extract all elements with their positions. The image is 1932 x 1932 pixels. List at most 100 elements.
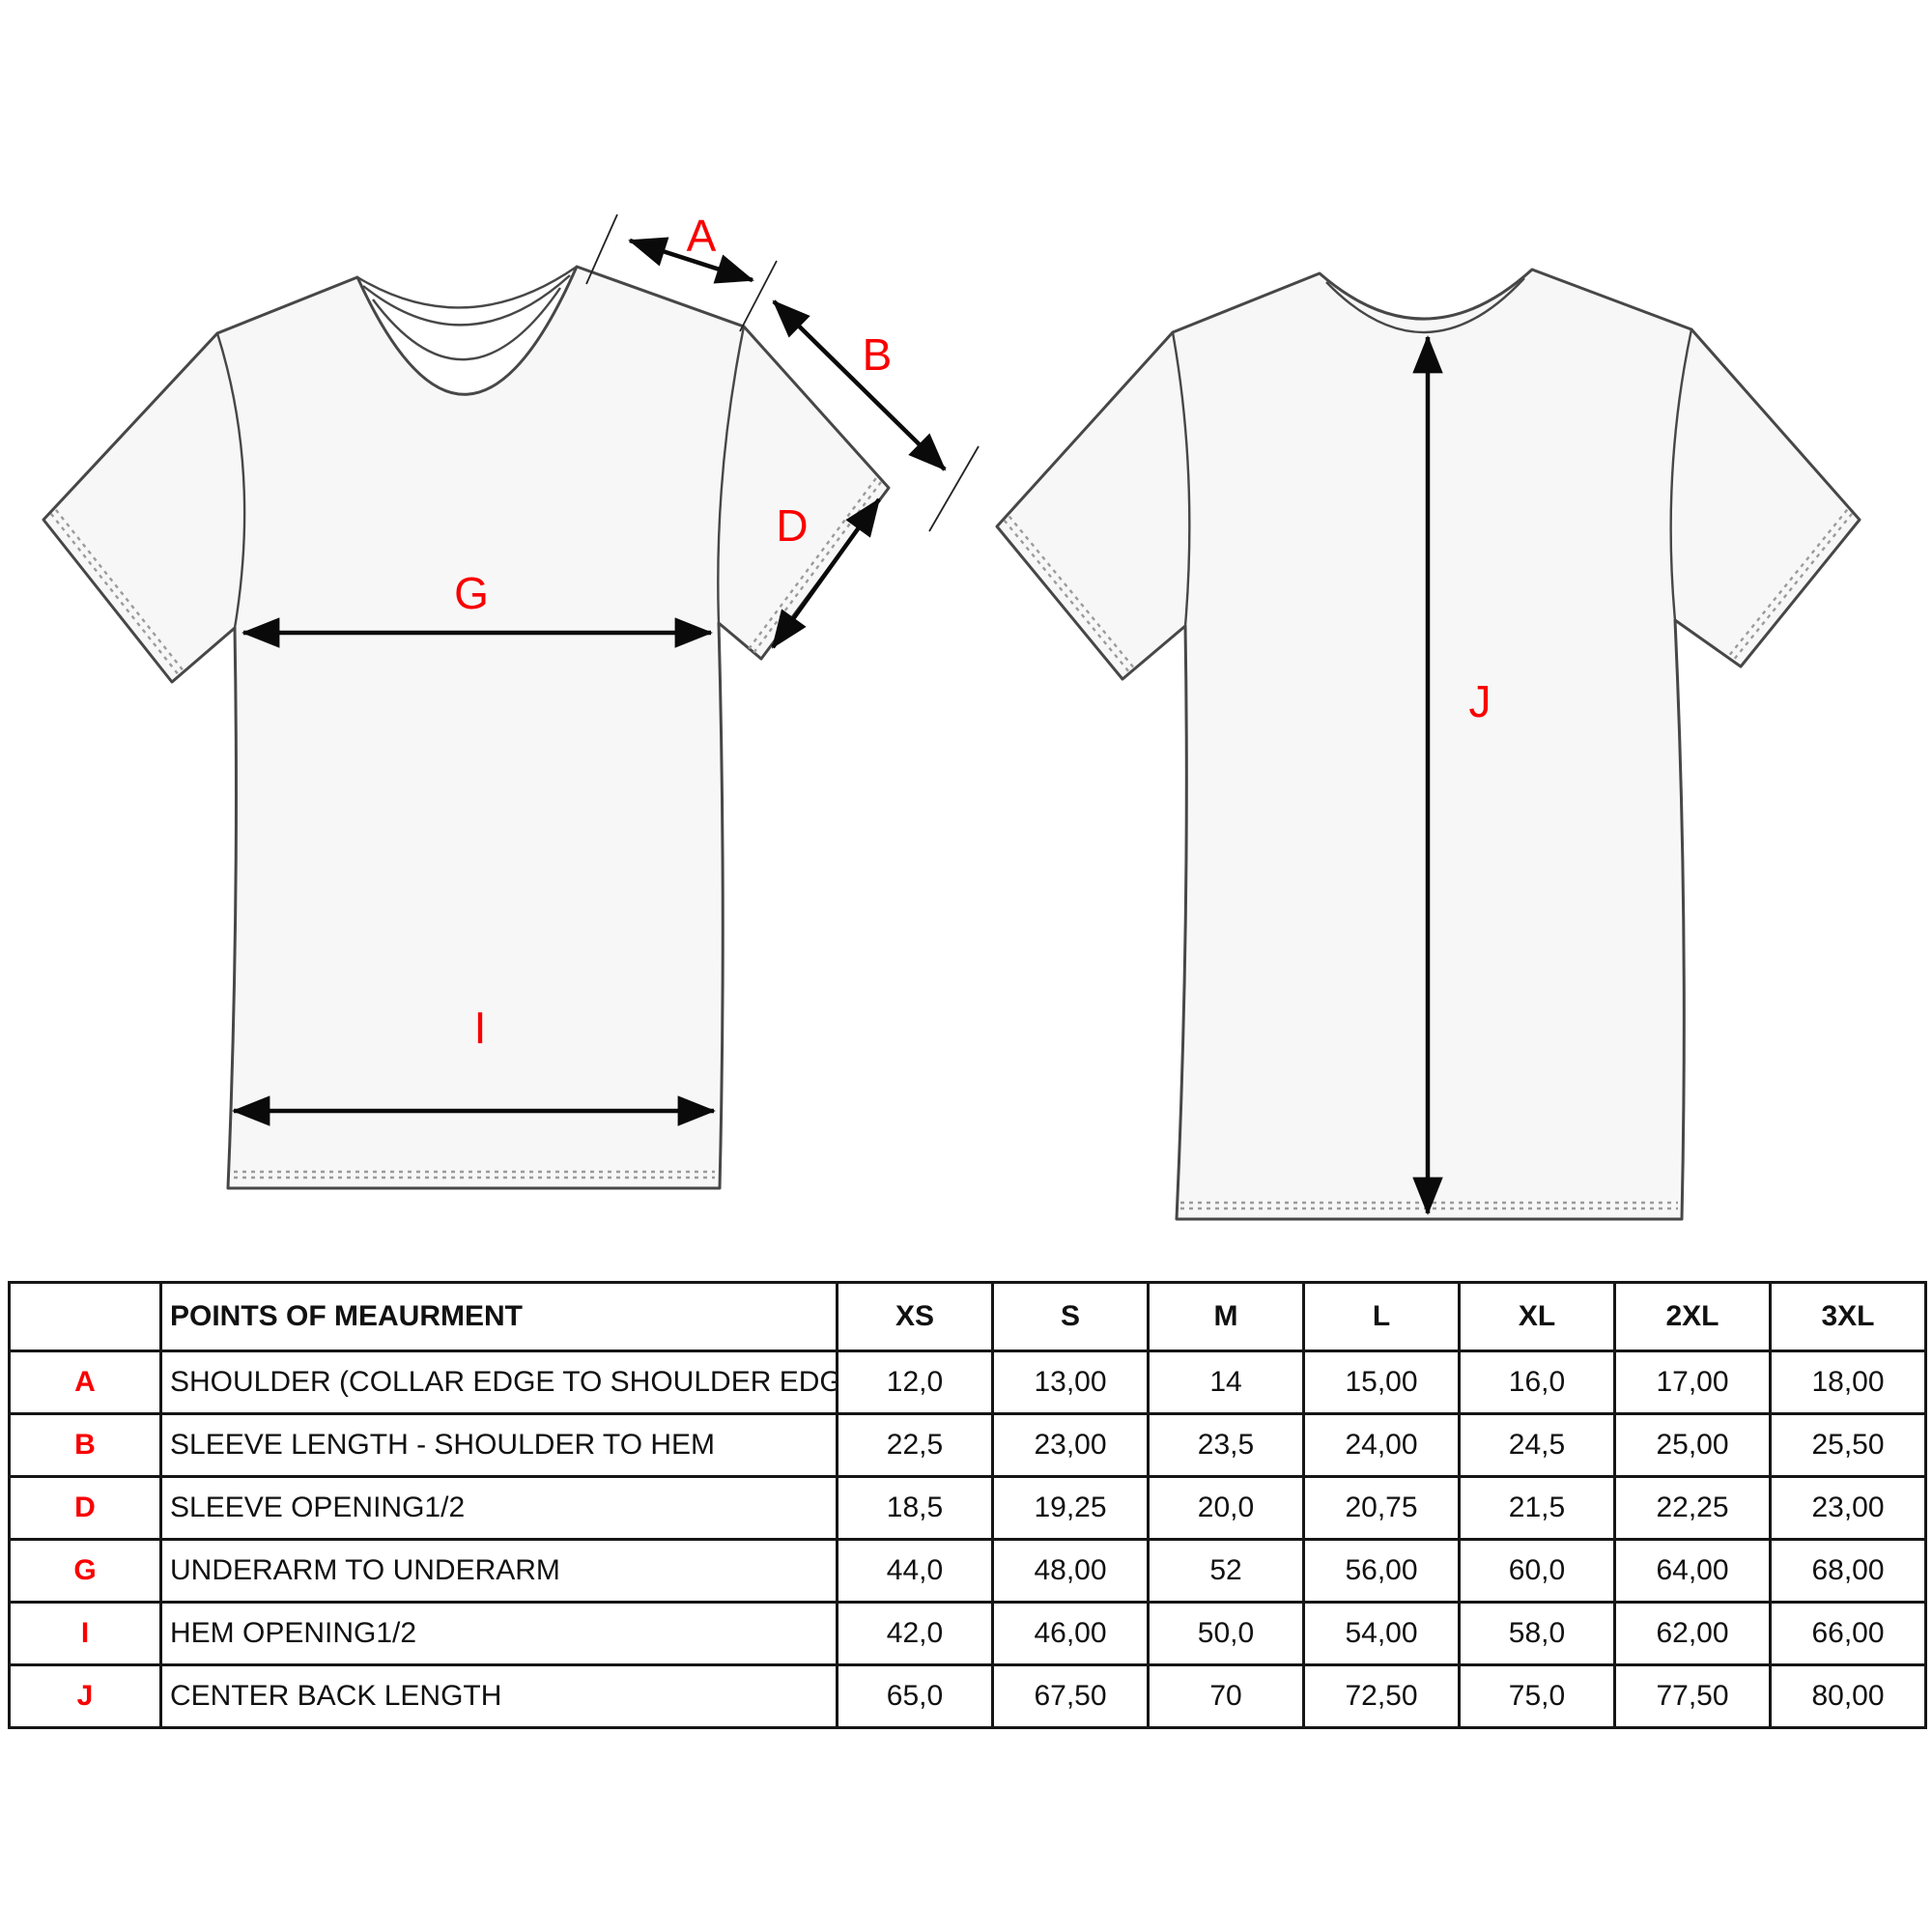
size-value: 42,0 — [836, 1601, 994, 1666]
table-row-j: J CENTER BACK LENGTH 65,0 67,50 70 72,50… — [8, 1663, 1927, 1729]
size-chart-table: POINTS OF MEAURMENT XS S M L XL 2XL 3XL … — [8, 1281, 1927, 1729]
size-value: 18,00 — [1769, 1350, 1927, 1415]
size-col-header-xl: XL — [1458, 1281, 1616, 1352]
point-letter: A — [8, 1350, 162, 1415]
size-value: 80,00 — [1769, 1663, 1927, 1729]
measurement-label-a: A — [687, 211, 717, 261]
point-letter: G — [8, 1538, 162, 1604]
tshirt-measurement-diagram: A B D G I J — [42, 211, 1861, 1221]
size-value: 72,50 — [1302, 1663, 1461, 1729]
table-header-row: POINTS OF MEAURMENT XS S M L XL 2XL 3XL — [8, 1281, 1927, 1352]
size-value: 23,00 — [1769, 1475, 1927, 1541]
size-value: 52 — [1147, 1538, 1305, 1604]
size-col-header-s: S — [991, 1281, 1150, 1352]
size-value: 77,50 — [1613, 1663, 1772, 1729]
measurement-label-b: B — [863, 329, 893, 380]
size-value: 64,00 — [1613, 1538, 1772, 1604]
measurement-label-d: D — [776, 500, 808, 551]
measurement-arrow-d — [771, 497, 881, 649]
point-letter: B — [8, 1412, 162, 1478]
back-collar-inner-line — [1325, 277, 1525, 334]
extension-line-a-b-junction — [739, 260, 778, 332]
point-description: CENTER BACK LENGTH — [159, 1663, 838, 1729]
size-value: 23,5 — [1147, 1412, 1305, 1478]
measurement-arrow-b — [772, 299, 947, 471]
size-value: 23,00 — [991, 1412, 1150, 1478]
point-letter: J — [8, 1663, 162, 1729]
front-collar-rib-line-3 — [372, 287, 561, 361]
front-shirt-outline — [42, 265, 891, 1190]
size-value: 25,50 — [1769, 1412, 1927, 1478]
size-value: 48,00 — [991, 1538, 1150, 1604]
size-value: 58,0 — [1458, 1601, 1616, 1666]
size-value: 22,25 — [1613, 1475, 1772, 1541]
size-value: 62,00 — [1613, 1601, 1772, 1666]
back-right-cuff-stitch — [1732, 512, 1854, 662]
size-value: 12,0 — [836, 1350, 994, 1415]
measurement-arrow-a — [628, 237, 754, 284]
corner-cell — [8, 1281, 162, 1352]
points-of-measurement-header: POINTS OF MEAURMENT — [159, 1281, 838, 1352]
front-right-armhole-seam — [717, 326, 746, 624]
point-letter: I — [8, 1601, 162, 1666]
size-col-header-3xl: 3XL — [1769, 1281, 1927, 1352]
size-value: 20,75 — [1302, 1475, 1461, 1541]
size-value: 18,5 — [836, 1475, 994, 1541]
size-value: 17,00 — [1613, 1350, 1772, 1415]
table-row-d: D SLEEVE OPENING1/2 18,5 19,25 20,0 20,7… — [8, 1475, 1927, 1541]
extension-line-a-start — [585, 213, 618, 285]
size-value: 68,00 — [1769, 1538, 1927, 1604]
back-left-cuff-stitch — [1008, 515, 1136, 670]
size-value: 19,25 — [991, 1475, 1150, 1541]
size-value: 50,0 — [1147, 1601, 1305, 1666]
size-col-header-l: L — [1302, 1281, 1461, 1352]
point-description: SHOULDER (COLLAR EDGE TO SHOULDER EDGE) — [159, 1350, 838, 1415]
table-row-g: G UNDERARM TO UNDERARM 44,0 48,00 52 56,… — [8, 1538, 1927, 1604]
measurement-label-i: I — [474, 1003, 487, 1053]
size-value: 16,0 — [1458, 1350, 1616, 1415]
back-left-armhole-seam — [1171, 331, 1191, 627]
size-value: 54,00 — [1302, 1601, 1461, 1666]
size-value: 70 — [1147, 1663, 1305, 1729]
measurement-label-g: G — [454, 568, 489, 618]
size-value: 56,00 — [1302, 1538, 1461, 1604]
size-value: 65,0 — [836, 1663, 994, 1729]
size-value: 44,0 — [836, 1538, 994, 1604]
back-view-diagram: J — [995, 268, 1861, 1221]
size-value: 22,5 — [836, 1412, 994, 1478]
size-value: 15,00 — [1302, 1350, 1461, 1415]
front-view-diagram: A B D G I — [42, 211, 980, 1190]
size-col-header-2xl: 2XL — [1613, 1281, 1772, 1352]
size-value: 21,5 — [1458, 1475, 1616, 1541]
size-value: 14 — [1147, 1350, 1305, 1415]
point-description: SLEEVE LENGTH - SHOULDER TO HEM — [159, 1412, 838, 1478]
size-value: 46,00 — [991, 1601, 1150, 1666]
table-row-i: I HEM OPENING1/2 42,0 46,00 50,0 54,00 5… — [8, 1601, 1927, 1666]
table-row-a: A SHOULDER (COLLAR EDGE TO SHOULDER EDGE… — [8, 1350, 1927, 1415]
back-left-cuff-stitch — [1003, 519, 1131, 674]
table-row-b: B SLEEVE LENGTH - SHOULDER TO HEM 22,5 2… — [8, 1412, 1927, 1478]
size-value: 24,5 — [1458, 1412, 1616, 1478]
size-value: 66,00 — [1769, 1601, 1927, 1666]
extension-line-b-end — [928, 445, 980, 532]
size-value: 60,0 — [1458, 1538, 1616, 1604]
front-collar-rib-line-2 — [362, 274, 571, 327]
size-value: 25,00 — [1613, 1412, 1772, 1478]
size-col-header-xs: XS — [836, 1281, 994, 1352]
back-right-cuff-stitch — [1727, 508, 1849, 658]
back-right-armhole-seam — [1669, 328, 1693, 621]
point-description: HEM OPENING1/2 — [159, 1601, 838, 1666]
measurement-label-j: J — [1469, 676, 1492, 726]
size-value: 24,00 — [1302, 1412, 1461, 1478]
front-collar-rib-line-1 — [356, 266, 578, 309]
point-description: UNDERARM TO UNDERARM — [159, 1538, 838, 1604]
size-col-header-m: M — [1147, 1281, 1305, 1352]
size-value: 20,0 — [1147, 1475, 1305, 1541]
front-left-armhole-seam — [215, 332, 246, 629]
size-value: 13,00 — [991, 1350, 1150, 1415]
size-value: 75,0 — [1458, 1663, 1616, 1729]
size-value: 67,50 — [991, 1663, 1150, 1729]
point-description: SLEEVE OPENING1/2 — [159, 1475, 838, 1541]
point-letter: D — [8, 1475, 162, 1541]
